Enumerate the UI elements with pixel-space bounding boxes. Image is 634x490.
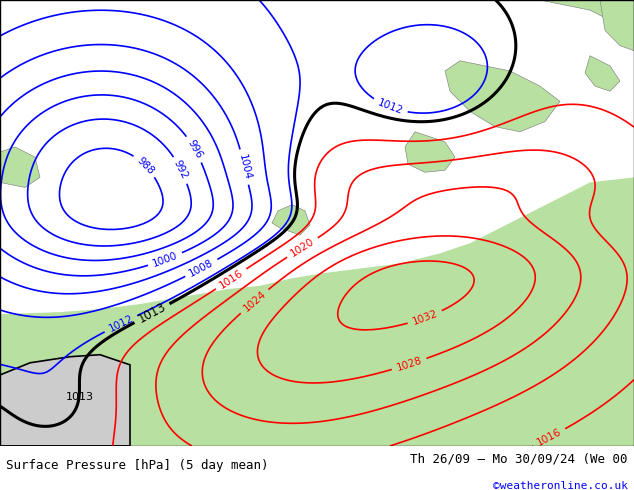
Polygon shape	[445, 61, 560, 132]
Polygon shape	[0, 355, 130, 446]
Text: 992: 992	[172, 159, 190, 181]
Polygon shape	[585, 56, 620, 91]
Polygon shape	[272, 205, 310, 235]
Text: Surface Pressure [hPa] (5 day mean): Surface Pressure [hPa] (5 day mean)	[6, 459, 269, 472]
Polygon shape	[0, 177, 634, 446]
Text: 1012: 1012	[376, 98, 404, 117]
Polygon shape	[540, 0, 634, 35]
Text: 1000: 1000	[152, 250, 179, 269]
Text: 1024: 1024	[241, 289, 268, 314]
Text: 1028: 1028	[395, 355, 424, 373]
Text: 996: 996	[185, 138, 204, 160]
Polygon shape	[405, 132, 455, 172]
Polygon shape	[600, 0, 634, 50]
Text: 988: 988	[134, 155, 156, 176]
Text: 1004: 1004	[236, 153, 252, 181]
Text: ©weatheronline.co.uk: ©weatheronline.co.uk	[493, 481, 628, 490]
Polygon shape	[0, 147, 40, 188]
Text: 1032: 1032	[411, 308, 439, 327]
Text: Th 26/09 – Mo 30/09/24 (We 00: Th 26/09 – Mo 30/09/24 (We 00	[410, 453, 628, 466]
Text: 1016: 1016	[535, 427, 563, 448]
Text: 1020: 1020	[288, 236, 316, 259]
Text: 1013: 1013	[66, 392, 94, 402]
Text: 1016: 1016	[217, 268, 245, 290]
Text: 1008: 1008	[188, 258, 216, 279]
Text: 1013: 1013	[136, 300, 168, 326]
Text: 1012: 1012	[107, 313, 135, 334]
